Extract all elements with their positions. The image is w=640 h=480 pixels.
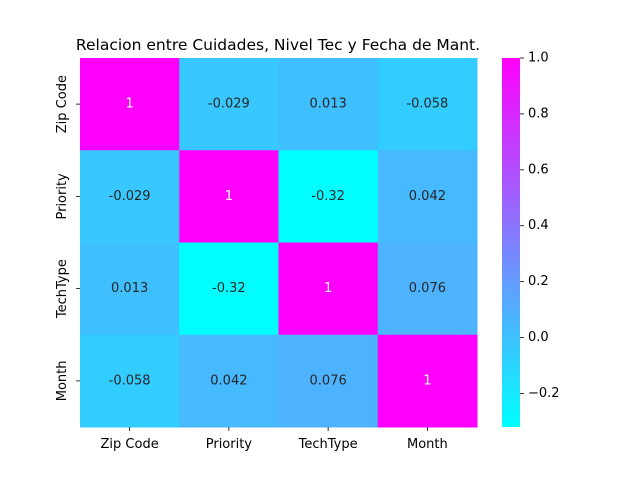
colorbar-tick-label: 0.4 <box>528 218 549 233</box>
y-tick-label: Month <box>55 361 70 402</box>
cell-annotation: 0.076 <box>310 373 347 388</box>
colorbar-tick-label: 0.6 <box>528 162 549 177</box>
cell-annotation: -0.32 <box>212 281 246 296</box>
cell-annotation: -0.058 <box>406 97 448 112</box>
x-tick-label: Priority <box>206 437 253 452</box>
cell-annotation: 0.042 <box>409 189 446 204</box>
heatmap-cell <box>179 58 279 151</box>
heatmap-cell <box>179 242 279 336</box>
heatmap-cell <box>377 150 478 243</box>
y-tick-label: Priority <box>55 173 70 220</box>
x-tick-label: Zip Code <box>101 437 159 452</box>
cell-annotation: 0.013 <box>310 97 347 112</box>
x-tick-label: TechType <box>298 437 358 452</box>
colorbar: −0.2 0.0 0.2 0.4 0.6 0.8 1.0 <box>502 51 560 427</box>
y-tick-label: Zip Code <box>55 75 70 133</box>
colorbar-tick-label: 1.0 <box>528 51 549 66</box>
colorbar-tick-label: −0.2 <box>528 386 560 401</box>
heatmap-cell <box>179 334 279 428</box>
heatmap-cell <box>377 242 478 336</box>
x-tick-label: Month <box>407 437 448 452</box>
y-tick-labels: Zip Code Priority TechType Month <box>55 75 80 401</box>
heatmap-cell <box>80 242 180 336</box>
heatmap-cell <box>278 150 379 243</box>
heatmap-cell <box>179 150 279 243</box>
cell-annotation: -0.029 <box>208 97 250 112</box>
heatmap-cell <box>80 334 180 428</box>
chart-title: Relacion entre Cuidades, Nivel Tec y Fec… <box>76 36 480 54</box>
colorbar-tick-label: 0.2 <box>528 274 549 289</box>
cell-annotation: 0.076 <box>409 281 446 296</box>
cell-annotation: 0.042 <box>210 373 247 388</box>
cell-annotation: -0.029 <box>109 189 151 204</box>
heatmap-cell <box>278 334 379 428</box>
cell-annotation: 1 <box>225 189 233 204</box>
colorbar-tick-label: 0.0 <box>528 330 549 345</box>
y-tick-label: TechType <box>55 259 70 319</box>
cell-annotation: 0.013 <box>111 281 148 296</box>
heatmap-cell <box>80 150 180 243</box>
cell-annotation: -0.058 <box>109 373 151 388</box>
heatmap-cells: 1 -0.029 0.013 -0.058 -0.029 1 -0.32 0.042 0.013… <box>80 58 478 428</box>
heatmap-cell <box>377 58 478 151</box>
cell-annotation: 1 <box>125 97 133 112</box>
heatmap-cell <box>80 58 180 151</box>
heatmap-cell <box>278 58 379 151</box>
colorbar-tick-label: 0.8 <box>528 106 549 121</box>
cell-annotation: 1 <box>423 373 431 388</box>
x-tick-labels: Zip Code Priority TechType Month <box>101 427 448 452</box>
cell-annotation: 1 <box>324 281 332 296</box>
cell-annotation: -0.32 <box>311 189 345 204</box>
heatmap-cell <box>377 334 478 428</box>
colorbar-gradient <box>502 58 520 427</box>
heatmap-cell <box>278 242 379 336</box>
